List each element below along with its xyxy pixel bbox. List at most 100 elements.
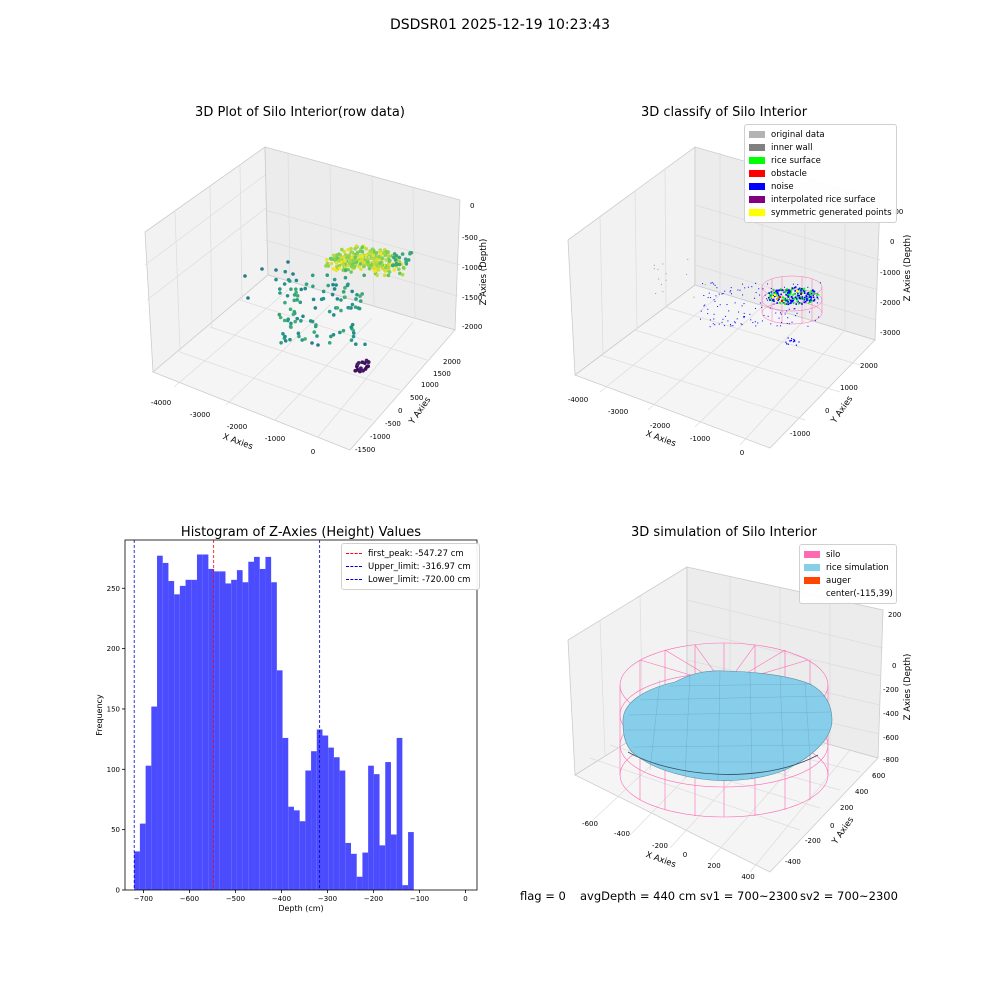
classify-point bbox=[755, 292, 757, 294]
classify-point bbox=[788, 323, 790, 325]
raw-point bbox=[342, 249, 347, 254]
classify-legend: original data inner wall rice surface ob… bbox=[744, 124, 897, 223]
classify-point bbox=[789, 290, 791, 292]
classify-point bbox=[655, 292, 657, 294]
classify-point bbox=[780, 293, 782, 296]
raw-y-tick: 1500 bbox=[433, 370, 451, 378]
classify-point bbox=[779, 302, 782, 305]
raw-point bbox=[357, 306, 362, 311]
raw-3d-zlabel: Z Axies (Depth) bbox=[479, 239, 489, 306]
histogram-y-ticks: 0 50 100 150 200 250 bbox=[107, 585, 125, 895]
raw-point bbox=[329, 334, 333, 339]
classify-point bbox=[811, 294, 813, 296]
classify-point bbox=[710, 282, 712, 284]
simulation-3d-y-ticks: -400 -200 0 200 400 600 bbox=[785, 772, 885, 866]
raw-point bbox=[359, 267, 363, 272]
legend-label: silo bbox=[826, 549, 841, 560]
histogram-bar bbox=[311, 751, 317, 890]
classify-point bbox=[703, 295, 705, 297]
raw-point bbox=[343, 295, 347, 300]
raw-point bbox=[355, 292, 359, 297]
classify-point bbox=[730, 293, 732, 295]
legend-item: obstacle bbox=[749, 167, 892, 180]
classify-point bbox=[796, 290, 798, 292]
classify-point bbox=[779, 288, 782, 290]
raw-point bbox=[380, 266, 385, 271]
classify-point bbox=[795, 303, 798, 305]
classify-point bbox=[785, 290, 788, 293]
raw-point bbox=[380, 256, 385, 260]
legend-item: interpolated rice surface bbox=[749, 193, 892, 206]
classify-point bbox=[803, 287, 806, 290]
classify-point bbox=[786, 299, 788, 302]
classify-point bbox=[759, 302, 761, 304]
raw-point bbox=[337, 258, 341, 263]
raw-point bbox=[364, 253, 368, 257]
classify-point bbox=[788, 289, 790, 292]
classify-point bbox=[707, 308, 709, 310]
classify-point bbox=[743, 316, 745, 318]
classify-point bbox=[772, 298, 775, 301]
raw-point bbox=[335, 306, 340, 310]
classify-point bbox=[728, 310, 730, 312]
raw-point bbox=[350, 302, 355, 307]
histogram-x-ticks: −700 −600 −500 −400 −300 −200 −100 0 bbox=[134, 890, 468, 903]
classify-point bbox=[724, 290, 726, 292]
classify-3d-zlabel: Z Axies (Depth) bbox=[903, 235, 913, 302]
raw-point bbox=[355, 251, 360, 255]
raw-point bbox=[353, 255, 357, 260]
classify-point bbox=[788, 308, 790, 310]
classify-point bbox=[812, 289, 814, 291]
histogram-bar bbox=[396, 737, 403, 890]
simulation-x-tick: 0 bbox=[683, 851, 687, 859]
raw-point bbox=[246, 296, 250, 300]
classify-point bbox=[751, 286, 753, 288]
raw-point bbox=[324, 264, 328, 268]
classify-point bbox=[769, 294, 771, 296]
classify-point bbox=[802, 288, 805, 291]
raw-point bbox=[372, 269, 377, 274]
legend-label: center(-115,39) bbox=[826, 588, 893, 599]
histogram-bar bbox=[208, 568, 215, 890]
raw-point bbox=[274, 277, 278, 282]
classify-scatter-points bbox=[653, 258, 821, 346]
classify-y-tick: -1000 bbox=[790, 430, 810, 438]
histogram-y-tick-label: 150 bbox=[107, 705, 120, 713]
classify-point bbox=[790, 291, 793, 293]
classify-point bbox=[781, 300, 783, 302]
classify-point bbox=[788, 290, 790, 293]
raw-point bbox=[358, 262, 363, 266]
classify-point bbox=[784, 298, 786, 300]
classify-point bbox=[783, 286, 785, 288]
raw-3d-xlabel: X Axies bbox=[221, 432, 254, 452]
classify-point bbox=[776, 325, 778, 327]
legend-swatch bbox=[804, 564, 820, 571]
raw-point bbox=[343, 268, 348, 273]
classify-point bbox=[787, 294, 790, 296]
raw-point bbox=[343, 253, 348, 257]
histogram-bar bbox=[345, 842, 352, 890]
histogram-bar bbox=[254, 556, 260, 890]
raw-point bbox=[293, 319, 298, 324]
histogram-bar bbox=[390, 834, 397, 890]
histogram-x-tick-label: −100 bbox=[410, 895, 429, 903]
classify-point bbox=[773, 296, 775, 298]
classify-point bbox=[799, 291, 801, 294]
raw-point bbox=[286, 260, 290, 264]
histogram-bar bbox=[288, 806, 294, 890]
classify-point bbox=[790, 292, 792, 295]
legend-label: rice surface bbox=[771, 155, 821, 166]
classify-point bbox=[783, 290, 786, 293]
raw-3d-title: 3D Plot of Silo Interior(row data) bbox=[195, 105, 405, 120]
legend-label: Upper_limit: -316.97 cm bbox=[368, 561, 471, 572]
legend-item: rice simulation bbox=[804, 561, 892, 574]
classify-point bbox=[754, 321, 756, 323]
raw-point bbox=[350, 289, 354, 294]
classify-point bbox=[784, 303, 787, 305]
histogram-bar bbox=[202, 554, 209, 890]
classify-point bbox=[784, 291, 787, 294]
raw-point bbox=[327, 309, 332, 314]
classify-x-tick: -1000 bbox=[690, 435, 710, 443]
raw-point bbox=[382, 251, 386, 256]
raw-point bbox=[397, 262, 402, 267]
